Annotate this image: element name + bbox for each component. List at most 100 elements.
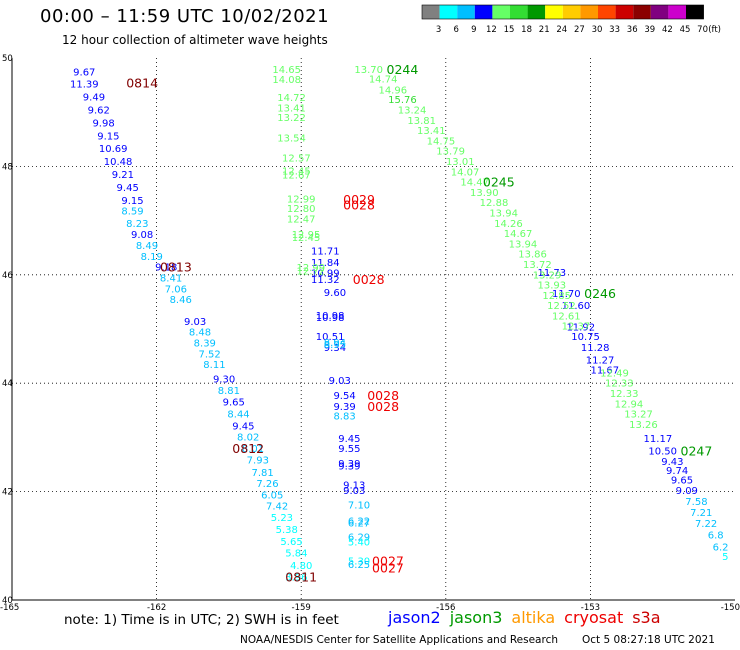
swh-value: 9.39: [333, 402, 355, 413]
colorbar-swatch: [562, 5, 581, 19]
swh-value: 10.69: [99, 144, 128, 155]
swh-value: 8.44: [227, 410, 249, 421]
swh-value: 8.48: [189, 328, 211, 339]
chart-title: 00:00 – 11:59 UTC 10/02/2021: [40, 6, 330, 27]
swh-value: 6.2: [713, 542, 729, 553]
swh-value: 13.70: [354, 65, 383, 76]
y-tick-label: 44: [2, 379, 13, 389]
swh-value: 12.80: [287, 204, 316, 215]
legend: jason2 jason3 altika cryosat s3a: [388, 608, 670, 627]
x-tick-label: -153: [581, 603, 600, 613]
colorbar-swatch: [615, 5, 634, 19]
colorbar-label: 21: [539, 25, 550, 35]
y-tick-label: 48: [2, 162, 13, 172]
credit-line: NOAA/NESDIS Center for Satellite Applica…: [240, 634, 558, 646]
colorbar-swatch: [439, 5, 458, 19]
swh-value: 11.39: [70, 79, 99, 90]
swh-value: 10.98: [316, 313, 345, 324]
swh-value: 14.65: [272, 65, 301, 76]
swh-value: 9.18: [155, 263, 177, 274]
colorbar-swatch: [422, 5, 440, 19]
swh-value: 14.07: [451, 167, 480, 178]
x-tick-label: -159: [292, 603, 311, 613]
swh-value: 5.40: [348, 537, 370, 548]
swh-value: 13.27: [624, 410, 653, 421]
swh-value: 5.30: [348, 556, 370, 567]
swh-value: 10.50: [648, 446, 677, 457]
swh-value: 11.71: [311, 246, 340, 257]
pass-time-label: 0812: [232, 441, 264, 456]
colorbar-label: 42: [662, 25, 673, 35]
swh-value: 14.67: [504, 229, 533, 240]
swh-value: 12.61: [552, 311, 581, 322]
colorbar-label: 30: [592, 25, 603, 35]
pass-time-label: 0247: [681, 443, 713, 458]
x-tick-label: -162: [147, 603, 166, 613]
colorbar-label: 36: [627, 25, 638, 35]
swh-value: 9.08: [131, 230, 153, 241]
swh-value: 13.22: [277, 113, 306, 124]
swh-value: 13.41: [277, 103, 306, 114]
swh-value: 9.49: [83, 92, 105, 103]
swh-value: 11.92: [566, 322, 595, 333]
pass-time-label: 0246: [584, 286, 616, 301]
pass-time-label: 0245: [483, 175, 515, 190]
colorbar-swatch: [686, 5, 704, 19]
swh-value: 9.39: [338, 462, 360, 473]
swh-value: 11.67: [591, 366, 620, 377]
swh-value: 9.65: [671, 476, 693, 487]
swh-value: 7.52: [198, 349, 220, 360]
swh-value: 5.38: [276, 525, 298, 536]
swh-value: 9.13: [343, 481, 365, 492]
pass-time-label: 0027: [372, 553, 404, 568]
swh-value: 11.60: [562, 301, 591, 312]
swh-value: 13.81: [407, 116, 436, 127]
swh-value: 14.47: [460, 178, 489, 189]
colorbar-label: 27: [574, 25, 585, 35]
swh-value: 5.23: [271, 513, 293, 524]
swh-value: 9.09: [676, 486, 698, 497]
colorbar-label: 45: [680, 25, 691, 35]
swh-value: 7.10: [348, 501, 370, 512]
swh-value: 13.86: [518, 250, 547, 261]
swh-value: 7.26: [256, 479, 278, 490]
colorbar-label: 18: [521, 25, 532, 35]
legend-entry-jason3: jason3: [449, 608, 503, 627]
swh-value: 11.27: [586, 355, 615, 366]
colorbar-label: 6: [453, 25, 458, 35]
colorbar-label: 9: [471, 25, 476, 35]
swh-value: 6.05: [261, 490, 283, 501]
swh-value: 8.46: [170, 295, 192, 306]
swh-value: 12.67: [282, 171, 311, 182]
swh-value: 12.52: [547, 301, 576, 312]
colorbar-swatch: [668, 5, 686, 19]
swh-value: 13.90: [470, 188, 499, 199]
colorbar-swatch: [545, 5, 563, 19]
pass-time-label: 0244: [387, 62, 419, 77]
swh-value: 7.42: [266, 502, 288, 513]
colorbar-swatch: [474, 5, 493, 19]
chart-subtitle: 12 hour collection of altimeter wave hei…: [62, 33, 328, 47]
swh-value: 10.75: [571, 332, 600, 343]
swh-value: 7.06: [165, 284, 187, 295]
x-tick-label: -165: [0, 603, 19, 613]
colorbar-swatch: [457, 5, 475, 19]
swh-value: 8.83: [333, 412, 355, 423]
swh-value: 14.74: [369, 75, 398, 86]
swh-value: 8.19: [141, 252, 163, 263]
swh-value: 9.67: [73, 68, 95, 79]
swh-value: 14.75: [427, 136, 456, 147]
legend-entry-cryosat: cryosat: [564, 608, 624, 627]
pass-time-label: 0813: [160, 260, 192, 275]
swh-value: 8.59: [121, 206, 143, 217]
swh-value: 11.84: [311, 258, 340, 269]
swh-value: 5: [722, 552, 728, 563]
colorbar-label: 15: [504, 25, 515, 35]
swh-value: 3.96: [285, 573, 307, 584]
swh-value: 12.47: [287, 214, 316, 225]
swh-value: 13.29: [533, 270, 562, 281]
swh-value: 13.01: [446, 157, 475, 168]
swh-value: 13.79: [436, 147, 465, 158]
swh-value: 13.72: [523, 260, 552, 271]
